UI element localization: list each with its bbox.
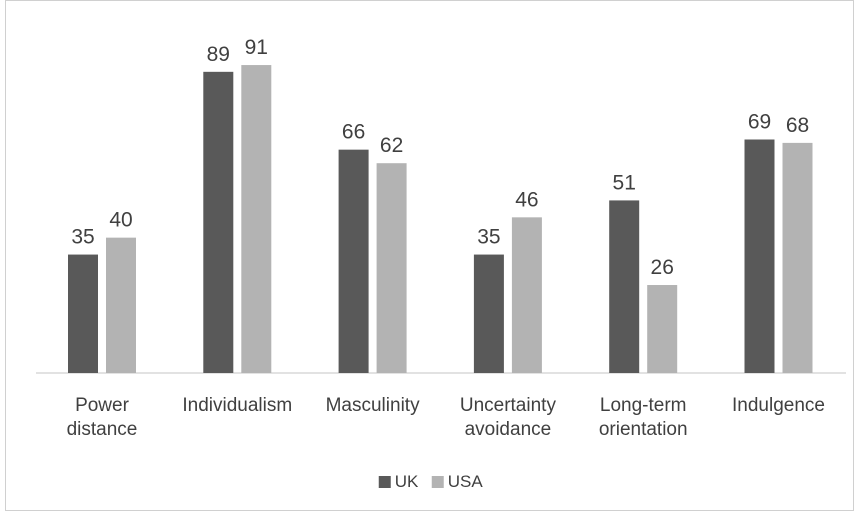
legend-label-usa: USA [448,472,484,491]
data-label-usa: 68 [786,114,809,137]
x-tick-label-line: orientation [599,419,688,440]
bar-usa [511,217,542,373]
legend-swatch-usa [431,476,444,488]
x-tick-label-line: Uncertainty [460,395,557,416]
data-label-uk: 35 [71,226,94,249]
x-tick-label: Individualism [182,395,292,416]
x-tick-label-line: avoidance [465,419,552,440]
bar-usa [376,163,407,373]
x-tick-label-line: Long-term [600,395,687,416]
data-label-uk: 51 [613,171,636,194]
x-tick-label: Power distance [67,395,138,440]
bar-uk [609,200,640,373]
bar-uk [203,71,234,373]
x-tick-label: Long-term orientation [599,395,688,440]
data-label-uk: 35 [477,226,500,249]
bar-uk [744,139,775,373]
chart-frame: 35 40 Power distance 89 91 Individualism 66 62 Ma… [5,0,854,511]
bar-chart: 35 40 Power distance 89 91 Individualism 66 62 Ma… [36,36,846,491]
x-tick-label: Masculinity [326,395,420,416]
data-label-usa: 91 [245,36,268,59]
bar-usa [782,142,813,373]
data-label-uk: 89 [207,43,230,66]
legend-swatch-uk [378,476,391,488]
data-label-usa: 46 [515,188,538,211]
data-label-uk: 69 [748,111,771,134]
data-label-usa: 26 [651,256,674,279]
x-tick-label: Indulgence [732,395,825,416]
x-tick-label: Uncertainty avoidance [460,395,557,440]
x-tick-label-line: Indulgence [732,395,825,416]
bar-usa [647,285,678,373]
data-label-usa: 40 [109,209,132,232]
bar-usa [106,237,136,373]
x-tick-label-line: Individualism [182,395,292,416]
legend-label-uk: UK [395,472,419,491]
x-tick-label-line: Power [75,395,130,416]
bar-uk [473,254,504,373]
data-label-uk: 66 [342,121,365,144]
bar-uk [338,149,369,373]
bar-uk [68,254,98,373]
bar-usa [241,65,272,373]
data-label-usa: 62 [380,134,403,157]
x-tick-label-line: distance [67,419,138,440]
x-tick-label-line: Masculinity [326,395,420,416]
